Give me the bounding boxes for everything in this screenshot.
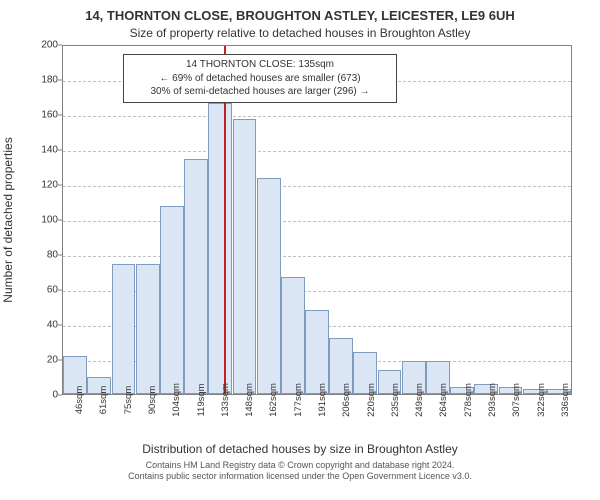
histogram-bar — [281, 277, 305, 394]
y-tick-label: 60 — [22, 285, 58, 296]
annotation-line1: 14 THORNTON CLOSE: 135sqm — [130, 58, 390, 72]
y-tick-label: 140 — [22, 145, 58, 156]
x-tick-label: 90sqm — [147, 386, 158, 415]
x-tick-label: 104sqm — [171, 383, 182, 417]
footer-attribution: Contains HM Land Registry data © Crown c… — [0, 460, 600, 483]
y-tick-label: 160 — [22, 110, 58, 121]
x-tick-label: 61sqm — [98, 386, 109, 415]
y-tick-label: 40 — [22, 320, 58, 331]
x-tick-label: 293sqm — [487, 383, 498, 417]
histogram-bar — [112, 264, 136, 395]
x-tick-label: 162sqm — [268, 383, 279, 417]
x-tick-label: 191sqm — [317, 383, 328, 417]
y-tick-label: 80 — [22, 250, 58, 261]
histogram-bar — [136, 264, 160, 395]
x-tick-label: 336sqm — [560, 383, 571, 417]
x-tick-label: 322sqm — [536, 383, 547, 417]
y-tick-label: 0 — [22, 390, 58, 401]
title-address: 14, THORNTON CLOSE, BROUGHTON ASTLEY, LE… — [0, 8, 600, 23]
x-tick-label: 46sqm — [74, 386, 85, 415]
x-tick-label: 264sqm — [438, 383, 449, 417]
y-tick-label: 200 — [22, 40, 58, 51]
histogram-bar — [184, 159, 208, 394]
x-tick-label: 307sqm — [511, 383, 522, 417]
x-tick-label: 75sqm — [123, 386, 134, 415]
annotation-line3: 30% of semi-detached houses are larger (… — [130, 85, 390, 99]
histogram-bar — [305, 310, 329, 394]
y-tick-label: 20 — [22, 355, 58, 366]
title-subtitle: Size of property relative to detached ho… — [0, 26, 600, 40]
x-tick-label: 133sqm — [220, 383, 231, 417]
x-tick-label: 278sqm — [463, 383, 474, 417]
y-tick-label: 100 — [22, 215, 58, 226]
x-tick-label: 235sqm — [390, 383, 401, 417]
chart-plot-area: 14 THORNTON CLOSE: 135sqm ← 69% of detac… — [62, 45, 572, 395]
x-tick-label: 206sqm — [341, 383, 352, 417]
annotation-line2: ← 69% of detached houses are smaller (67… — [130, 72, 390, 86]
histogram-bar — [257, 178, 281, 394]
histogram-bar — [208, 103, 232, 394]
y-tick-label: 120 — [22, 180, 58, 191]
y-axis-label: Number of detached properties — [1, 137, 15, 302]
x-tick-label: 119sqm — [196, 383, 207, 416]
footer-line2: Contains public sector information licen… — [0, 471, 600, 482]
x-tick-label: 220sqm — [366, 383, 377, 417]
x-axis-label: Distribution of detached houses by size … — [0, 442, 600, 456]
chart-annotation-box: 14 THORNTON CLOSE: 135sqm ← 69% of detac… — [123, 54, 397, 103]
x-tick-label: 249sqm — [414, 383, 425, 417]
x-tick-label: 148sqm — [244, 383, 255, 417]
page-root: 14, THORNTON CLOSE, BROUGHTON ASTLEY, LE… — [0, 0, 600, 500]
histogram-bar — [233, 119, 257, 394]
footer-line1: Contains HM Land Registry data © Crown c… — [0, 460, 600, 471]
y-tick-label: 180 — [22, 75, 58, 86]
histogram-bar — [160, 206, 184, 394]
x-tick-label: 177sqm — [293, 383, 304, 417]
